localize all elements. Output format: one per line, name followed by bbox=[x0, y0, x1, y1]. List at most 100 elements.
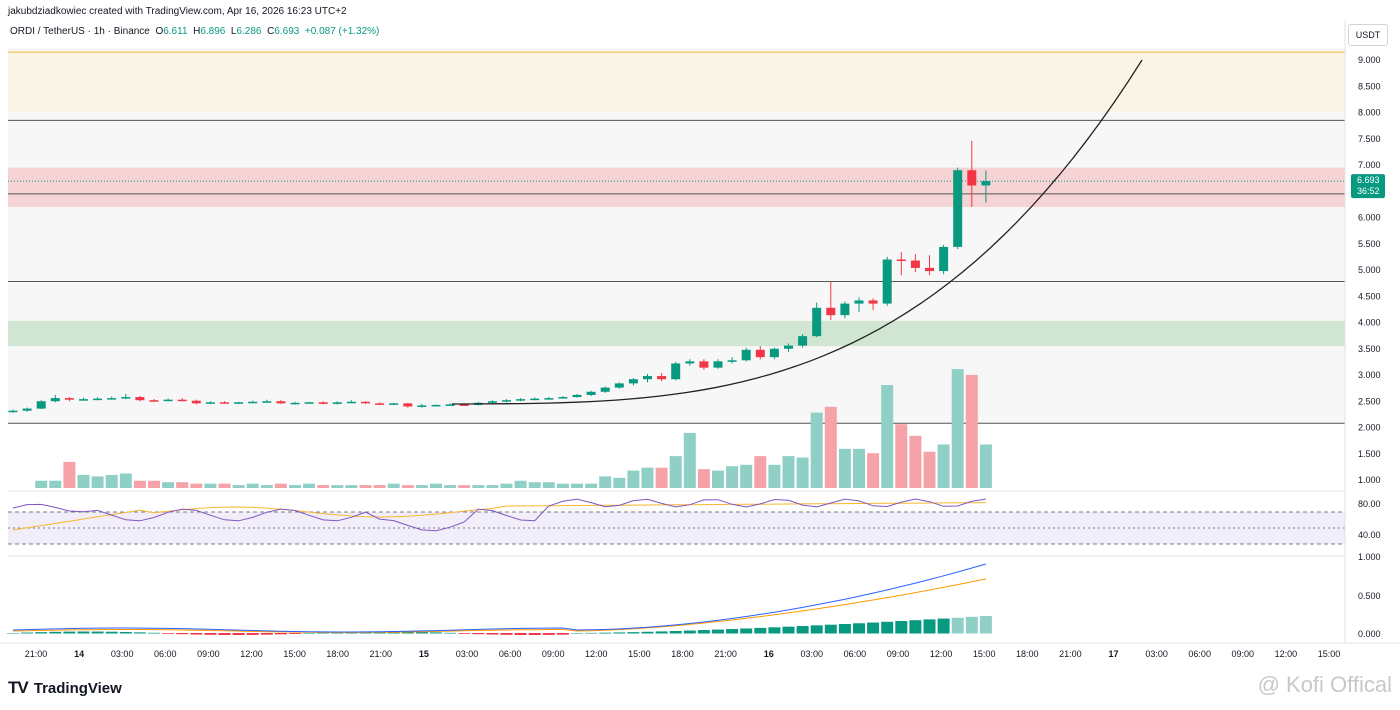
volume-bar bbox=[260, 485, 273, 488]
volume-bar bbox=[542, 482, 555, 488]
price-tick-label: 1.500 bbox=[1358, 449, 1381, 459]
lower-hist-bar bbox=[853, 623, 865, 634]
price-tick-label: 4.500 bbox=[1358, 291, 1381, 301]
volume-bar bbox=[63, 461, 76, 488]
candle-body bbox=[671, 363, 681, 380]
lower-hist-bar bbox=[63, 631, 76, 634]
time-tick-label: 12:00 bbox=[240, 649, 263, 659]
candle-body bbox=[149, 400, 159, 402]
candle-body bbox=[502, 400, 511, 402]
lower-hist-bar bbox=[881, 621, 894, 634]
zone-resistance-1 bbox=[8, 167, 1345, 207]
volume-bar bbox=[415, 485, 428, 488]
time-tick-label: 21:00 bbox=[1059, 649, 1082, 659]
candle-body bbox=[417, 405, 427, 407]
candle-body bbox=[896, 259, 906, 261]
open-value: 6.611 bbox=[163, 26, 188, 37]
candle-body bbox=[248, 401, 258, 404]
lower-hist-bar bbox=[641, 631, 654, 634]
volume-bar bbox=[331, 485, 344, 488]
volume-bar bbox=[528, 482, 541, 488]
volume-bar bbox=[303, 483, 316, 488]
candle-body bbox=[64, 398, 74, 400]
candle-body bbox=[925, 267, 934, 272]
candle-body bbox=[276, 401, 286, 404]
price-chart[interactable]: 9.0008.5008.0007.5007.0006.5006.0005.500… bbox=[0, 0, 1400, 670]
candle-body bbox=[981, 181, 991, 186]
time-tick-label: 15:00 bbox=[1318, 649, 1341, 659]
candle-body bbox=[375, 403, 385, 405]
candle-body bbox=[234, 402, 244, 404]
lower-hist-bar bbox=[458, 633, 471, 634]
candle-body bbox=[727, 360, 737, 362]
change-value: +0.087 (+1.32%) bbox=[304, 26, 380, 37]
candle-body bbox=[840, 303, 850, 316]
time-tick-label: 03:00 bbox=[1145, 649, 1168, 659]
volume-bar bbox=[133, 480, 146, 488]
candle-body bbox=[798, 336, 808, 346]
lower-hist-bar bbox=[148, 632, 160, 634]
candle-body bbox=[50, 398, 60, 402]
time-tick-label: 06:00 bbox=[154, 649, 177, 659]
volume-bar bbox=[218, 483, 231, 488]
price-tick-label: 2.000 bbox=[1358, 423, 1381, 433]
time-tick-label: 15:00 bbox=[973, 649, 996, 659]
volume-bar bbox=[895, 424, 908, 488]
candle-body bbox=[953, 170, 963, 247]
time-tick-label: 14 bbox=[74, 649, 84, 659]
lower-hist-bar bbox=[246, 633, 259, 635]
price-tick-label: 2.500 bbox=[1358, 396, 1381, 406]
price-tick-label: 5.000 bbox=[1358, 265, 1381, 275]
volume-bar bbox=[627, 470, 640, 488]
volume-bar bbox=[909, 435, 922, 488]
lower-hist-bar bbox=[119, 631, 132, 634]
tradingview-brand: TV TradingView bbox=[8, 678, 122, 698]
tradingview-logo-icon: TV bbox=[8, 678, 29, 697]
rsi-band bbox=[8, 512, 1345, 544]
lower-hist-bar bbox=[91, 631, 104, 634]
lower-hist-bar bbox=[796, 626, 809, 634]
candle-body bbox=[628, 379, 638, 384]
rsi-line bbox=[12, 498, 986, 532]
volume-bar bbox=[853, 448, 865, 488]
candle-body bbox=[177, 399, 187, 402]
candle-body bbox=[191, 400, 201, 404]
symbol-label[interactable]: ORDI / TetherUS · 1h · Binance bbox=[10, 26, 150, 37]
volume-bar bbox=[289, 485, 301, 488]
volume-bar bbox=[867, 453, 880, 488]
volume-bar bbox=[838, 448, 851, 488]
candle-body bbox=[205, 402, 215, 404]
candle-body bbox=[290, 402, 300, 405]
time-tick-label: 06:00 bbox=[499, 649, 522, 659]
time-tick-label: 15:00 bbox=[628, 649, 651, 659]
price-tick-label: 1.000 bbox=[1358, 475, 1381, 485]
lower-hist-bar bbox=[979, 616, 992, 634]
time-tick-label: 21:00 bbox=[714, 649, 737, 659]
watermark: @ Kofi Offical bbox=[1258, 672, 1392, 698]
candle-body bbox=[431, 404, 441, 407]
volume-bar bbox=[613, 477, 626, 488]
volume-bar bbox=[599, 476, 612, 488]
lower-signal-line bbox=[12, 578, 986, 633]
lower-hist-bar bbox=[133, 632, 146, 634]
lower-hist-bar bbox=[528, 633, 541, 635]
volume-bar bbox=[401, 485, 414, 488]
lower-hist-bar bbox=[274, 633, 287, 635]
lower-hist-bar bbox=[317, 632, 330, 634]
lower-hist-bar bbox=[514, 633, 527, 635]
volume-bar bbox=[500, 483, 513, 488]
time-tick-label: 12:00 bbox=[1275, 649, 1298, 659]
price-tick-label: 5.500 bbox=[1358, 239, 1381, 249]
close-label: C bbox=[267, 26, 275, 37]
volume-bar bbox=[726, 466, 739, 488]
currency-button[interactable]: USDT bbox=[1348, 24, 1388, 46]
lower-hist-bar bbox=[415, 632, 428, 634]
lower-hist-bar bbox=[444, 632, 457, 634]
open-label: O bbox=[155, 26, 164, 37]
volume-bar bbox=[655, 467, 668, 488]
volume-bar bbox=[49, 480, 62, 488]
candle-body bbox=[163, 399, 173, 402]
candle-body bbox=[332, 402, 342, 404]
lower-hist-bar bbox=[289, 633, 301, 634]
candle-body bbox=[910, 260, 920, 268]
